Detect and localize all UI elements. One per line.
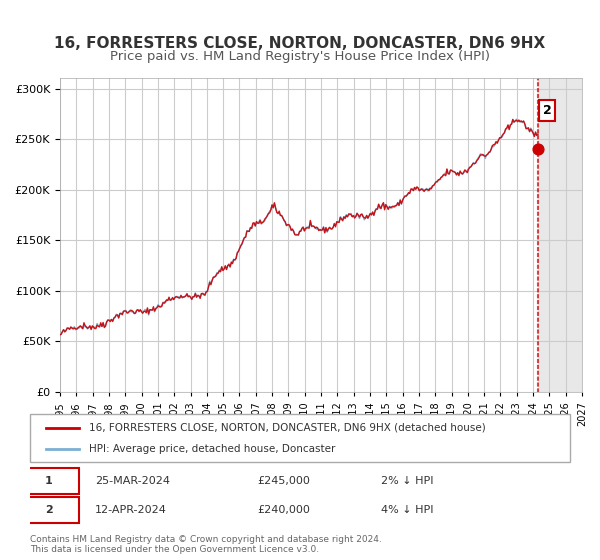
Text: 4% ↓ HPI: 4% ↓ HPI — [381, 505, 433, 515]
Text: 2: 2 — [45, 505, 53, 515]
Text: HPI: Average price, detached house, Doncaster: HPI: Average price, detached house, Donc… — [89, 444, 336, 454]
Text: Contains HM Land Registry data © Crown copyright and database right 2024.
This d: Contains HM Land Registry data © Crown c… — [30, 535, 382, 554]
Text: 12-APR-2024: 12-APR-2024 — [95, 505, 167, 515]
Text: £240,000: £240,000 — [257, 505, 310, 515]
Text: 1: 1 — [45, 476, 53, 486]
Text: 2: 2 — [542, 104, 551, 117]
Text: 2% ↓ HPI: 2% ↓ HPI — [381, 476, 433, 486]
FancyBboxPatch shape — [30, 414, 570, 462]
Text: 16, FORRESTERS CLOSE, NORTON, DONCASTER, DN6 9HX (detached house): 16, FORRESTERS CLOSE, NORTON, DONCASTER,… — [89, 423, 486, 433]
Bar — [538, 78, 582, 392]
Text: 25-MAR-2024: 25-MAR-2024 — [95, 476, 170, 486]
Text: Price paid vs. HM Land Registry's House Price Index (HPI): Price paid vs. HM Land Registry's House … — [110, 50, 490, 63]
Point — [533, 144, 542, 153]
FancyBboxPatch shape — [19, 468, 79, 494]
Text: £245,000: £245,000 — [257, 476, 310, 486]
FancyBboxPatch shape — [19, 497, 79, 522]
Text: 16, FORRESTERS CLOSE, NORTON, DONCASTER, DN6 9HX: 16, FORRESTERS CLOSE, NORTON, DONCASTER,… — [55, 36, 545, 52]
